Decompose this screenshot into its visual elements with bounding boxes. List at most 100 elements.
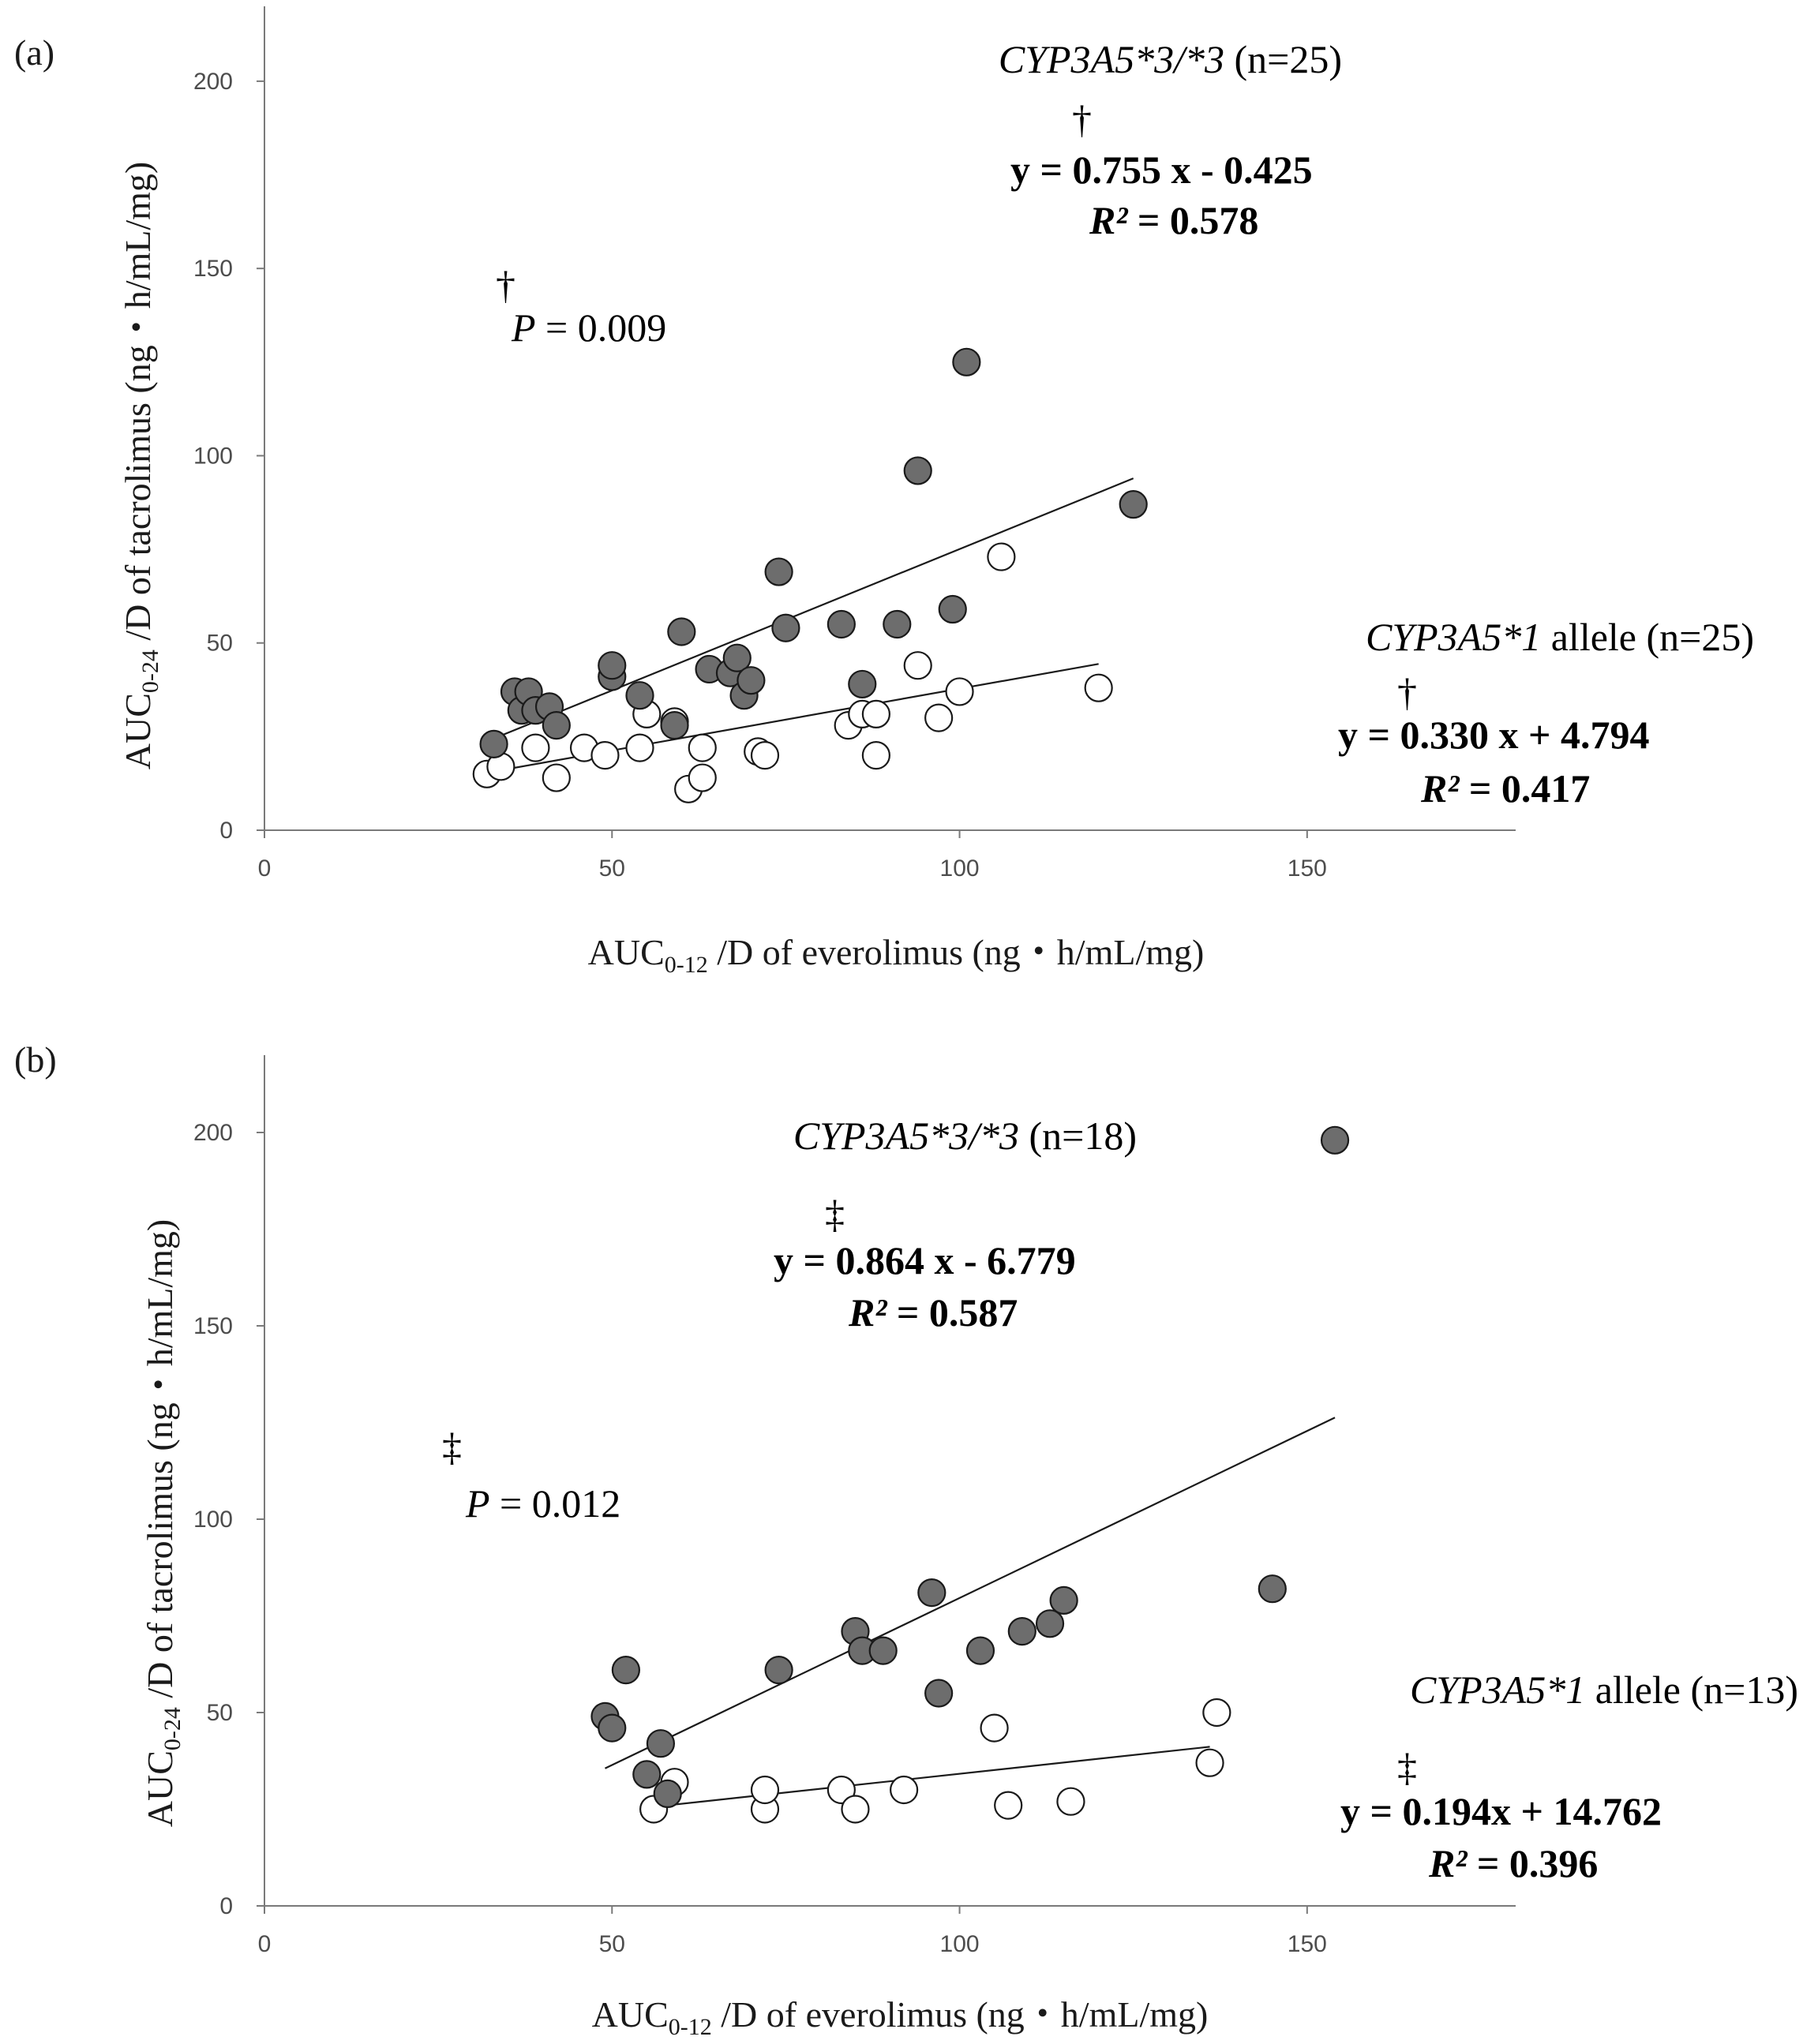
panel-b-point-series1 <box>632 1760 662 1789</box>
panel-a-point-series1 <box>479 729 508 758</box>
panel-b-label: (b) <box>14 1039 57 1080</box>
panel-b-trendlines <box>604 1417 1336 1808</box>
panel-a-point-series1 <box>764 557 793 586</box>
panel-b-point-series1 <box>965 1636 995 1665</box>
panel-a-point-series2 <box>1084 673 1113 702</box>
panel-a-ytick-label: 100 <box>193 443 233 469</box>
panel-b-ytick-label: 50 <box>207 1700 233 1726</box>
panel-a-point-series2 <box>521 733 550 762</box>
panel-a-point-series2 <box>924 703 954 732</box>
panel-b-xtick-label: 0 <box>258 1931 272 1957</box>
panel-a-series1-r2: R² = 0.578 <box>1089 198 1258 242</box>
panel-b-point-series1 <box>1035 1609 1065 1638</box>
panel-a-point-series2 <box>688 733 717 762</box>
panel-a-point-series1 <box>722 643 752 672</box>
panel-b-series2-title: CYP3A5*1 allele (n=13) <box>1410 1668 1798 1712</box>
panel-b-x-axis-label: AUC0-12 /D of everolimus (ng・h/mL/mg) <box>592 1994 1209 2040</box>
panel-b-point-series1 <box>1007 1617 1036 1646</box>
panel-b-point-series2 <box>750 1775 780 1805</box>
panel-b-point-series2 <box>994 1791 1023 1820</box>
panel-b-point-series1 <box>646 1729 676 1758</box>
panel-b-xtick-label: 150 <box>1288 1931 1327 1957</box>
panel-a-x-axis-label: AUC0-12 /D of everolimus (ng・h/mL/mg) <box>588 932 1205 978</box>
panel-a-point-series2 <box>945 677 974 706</box>
panel-a-point-series1 <box>660 711 689 740</box>
panel-a-series1-equation: y = 0.755 x - 0.425 <box>1010 148 1313 192</box>
panel-a-xtick-label: 100 <box>940 855 980 882</box>
panel-a-series2-mark: † <box>1397 670 1417 714</box>
panel-b-series1-mark: ‡ <box>825 1192 845 1236</box>
panel-a-pvalue: P = 0.009 <box>511 305 666 350</box>
panel-b-series1-equation: y = 0.864 x - 6.779 <box>774 1238 1076 1282</box>
panel-b-point-series2 <box>1195 1748 1224 1777</box>
panel-b-series1-r2: R² = 0.587 <box>848 1290 1018 1335</box>
panel-b-ytick-label: 150 <box>193 1313 233 1339</box>
panel-b-xtick-label: 100 <box>940 1931 980 1957</box>
panel-a: (a) 0 50 100 150 200 0 50 100 150 AUC0-24 /D of … <box>14 6 1754 978</box>
panel-b-series1-title: CYP3A5*3/*3 (n=18) <box>793 1114 1137 1158</box>
panel-a-point-series2 <box>861 699 890 728</box>
panel-b-xtick-label: 50 <box>599 1931 625 1957</box>
panel-b-point-series1 <box>611 1656 640 1685</box>
panel-a-point-series2 <box>542 763 571 792</box>
panel-a-point-series1 <box>848 669 877 699</box>
panel-a-point-series1 <box>952 347 981 376</box>
panel-b-ticks: 0 50 100 150 200 0 50 100 150 <box>193 1120 1327 1957</box>
panel-a-ytick-label: 50 <box>207 631 233 657</box>
panel-b-point-series1 <box>1049 1585 1078 1615</box>
panel-b-series2-r2: R² = 0.396 <box>1428 1841 1598 1885</box>
panel-a-point-series2 <box>861 740 890 770</box>
panel-a-point-series1 <box>598 651 627 680</box>
panel-b-pvalue: P = 0.012 <box>465 1481 620 1526</box>
panel-b-series2-equation: y = 0.194x + 14.762 <box>1340 1789 1662 1833</box>
panel-a-point-series1 <box>737 666 766 695</box>
panel-a-point-series2 <box>987 542 1016 571</box>
panel-a-series1-mark: † <box>1072 97 1092 141</box>
panel-b-axes: 0 50 100 150 200 0 50 100 150 <box>193 1055 1516 1957</box>
panel-a-point-series2 <box>625 733 654 762</box>
panel-b-point-series2 <box>1056 1787 1085 1816</box>
panel-b-point-series1 <box>653 1779 682 1808</box>
panel-a-point-series1 <box>542 711 571 740</box>
panel-a-point-series2 <box>688 763 717 792</box>
panel-b-point-series1 <box>868 1636 898 1665</box>
panel-a-y-axis-label: AUC0-24 /D of tacrolimus (ng・h/mL/mg) <box>118 162 163 769</box>
panel-a-point-series1 <box>883 609 912 639</box>
panel-a-trendlines <box>493 477 1134 773</box>
panel-b-point-series2 <box>827 1775 856 1805</box>
panel-a-point-series1 <box>938 594 967 624</box>
panel-b-trendline-2 <box>653 1746 1210 1808</box>
panel-b-y-axis-label: AUC0-24 /D of tacrolimus (ng・h/mL/mg) <box>140 1219 186 1827</box>
panel-a-point-series1 <box>903 456 932 485</box>
panel-b-point-series1 <box>917 1578 946 1608</box>
panel-b-point-series2 <box>1202 1698 1231 1728</box>
panel-b-series2-mark: ‡ <box>1397 1745 1417 1789</box>
panel-b-point-series1 <box>598 1713 627 1743</box>
panel-a-ytick-label: 200 <box>193 69 233 95</box>
panel-b-points <box>590 1125 1350 1824</box>
panel-a-series2-r2: R² = 0.417 <box>1420 766 1590 810</box>
panel-a-xtick-label: 150 <box>1288 855 1327 882</box>
panel-a-point-series1 <box>771 613 800 642</box>
panel-a-point-series1 <box>667 617 696 646</box>
panel-a-axes: 0 50 100 150 200 0 50 100 150 <box>193 6 1516 882</box>
panel-b-point-series2 <box>841 1795 870 1824</box>
panel-a-label: (a) <box>14 32 54 73</box>
panel-a-dagger-p: † <box>496 263 515 307</box>
panel-b-ytick-label: 100 <box>193 1507 233 1533</box>
panel-b: (b) 0 50 100 150 200 0 50 100 150 AUC0-24 /D of … <box>14 1039 1798 2040</box>
panel-a-ticks: 0 50 100 150 200 0 50 100 150 <box>193 69 1327 882</box>
panel-b-point-series1 <box>764 1656 793 1685</box>
panel-b-dagger-p: ‡ <box>442 1424 462 1469</box>
panel-a-point-series2 <box>903 651 932 680</box>
panel-a-series1-title: CYP3A5*3/*3 (n=25) <box>999 37 1342 81</box>
panel-a-point-series1 <box>625 681 654 710</box>
panel-a-ytick-label: 150 <box>193 256 233 282</box>
panel-a-xtick-label: 0 <box>258 855 272 882</box>
panel-a-points <box>472 347 1148 803</box>
panel-a-point-series2 <box>590 740 620 770</box>
panel-b-ytick-label: 0 <box>219 1893 233 1919</box>
panel-a-point-series1 <box>1119 490 1148 519</box>
panel-a-ytick-label: 0 <box>219 818 233 844</box>
